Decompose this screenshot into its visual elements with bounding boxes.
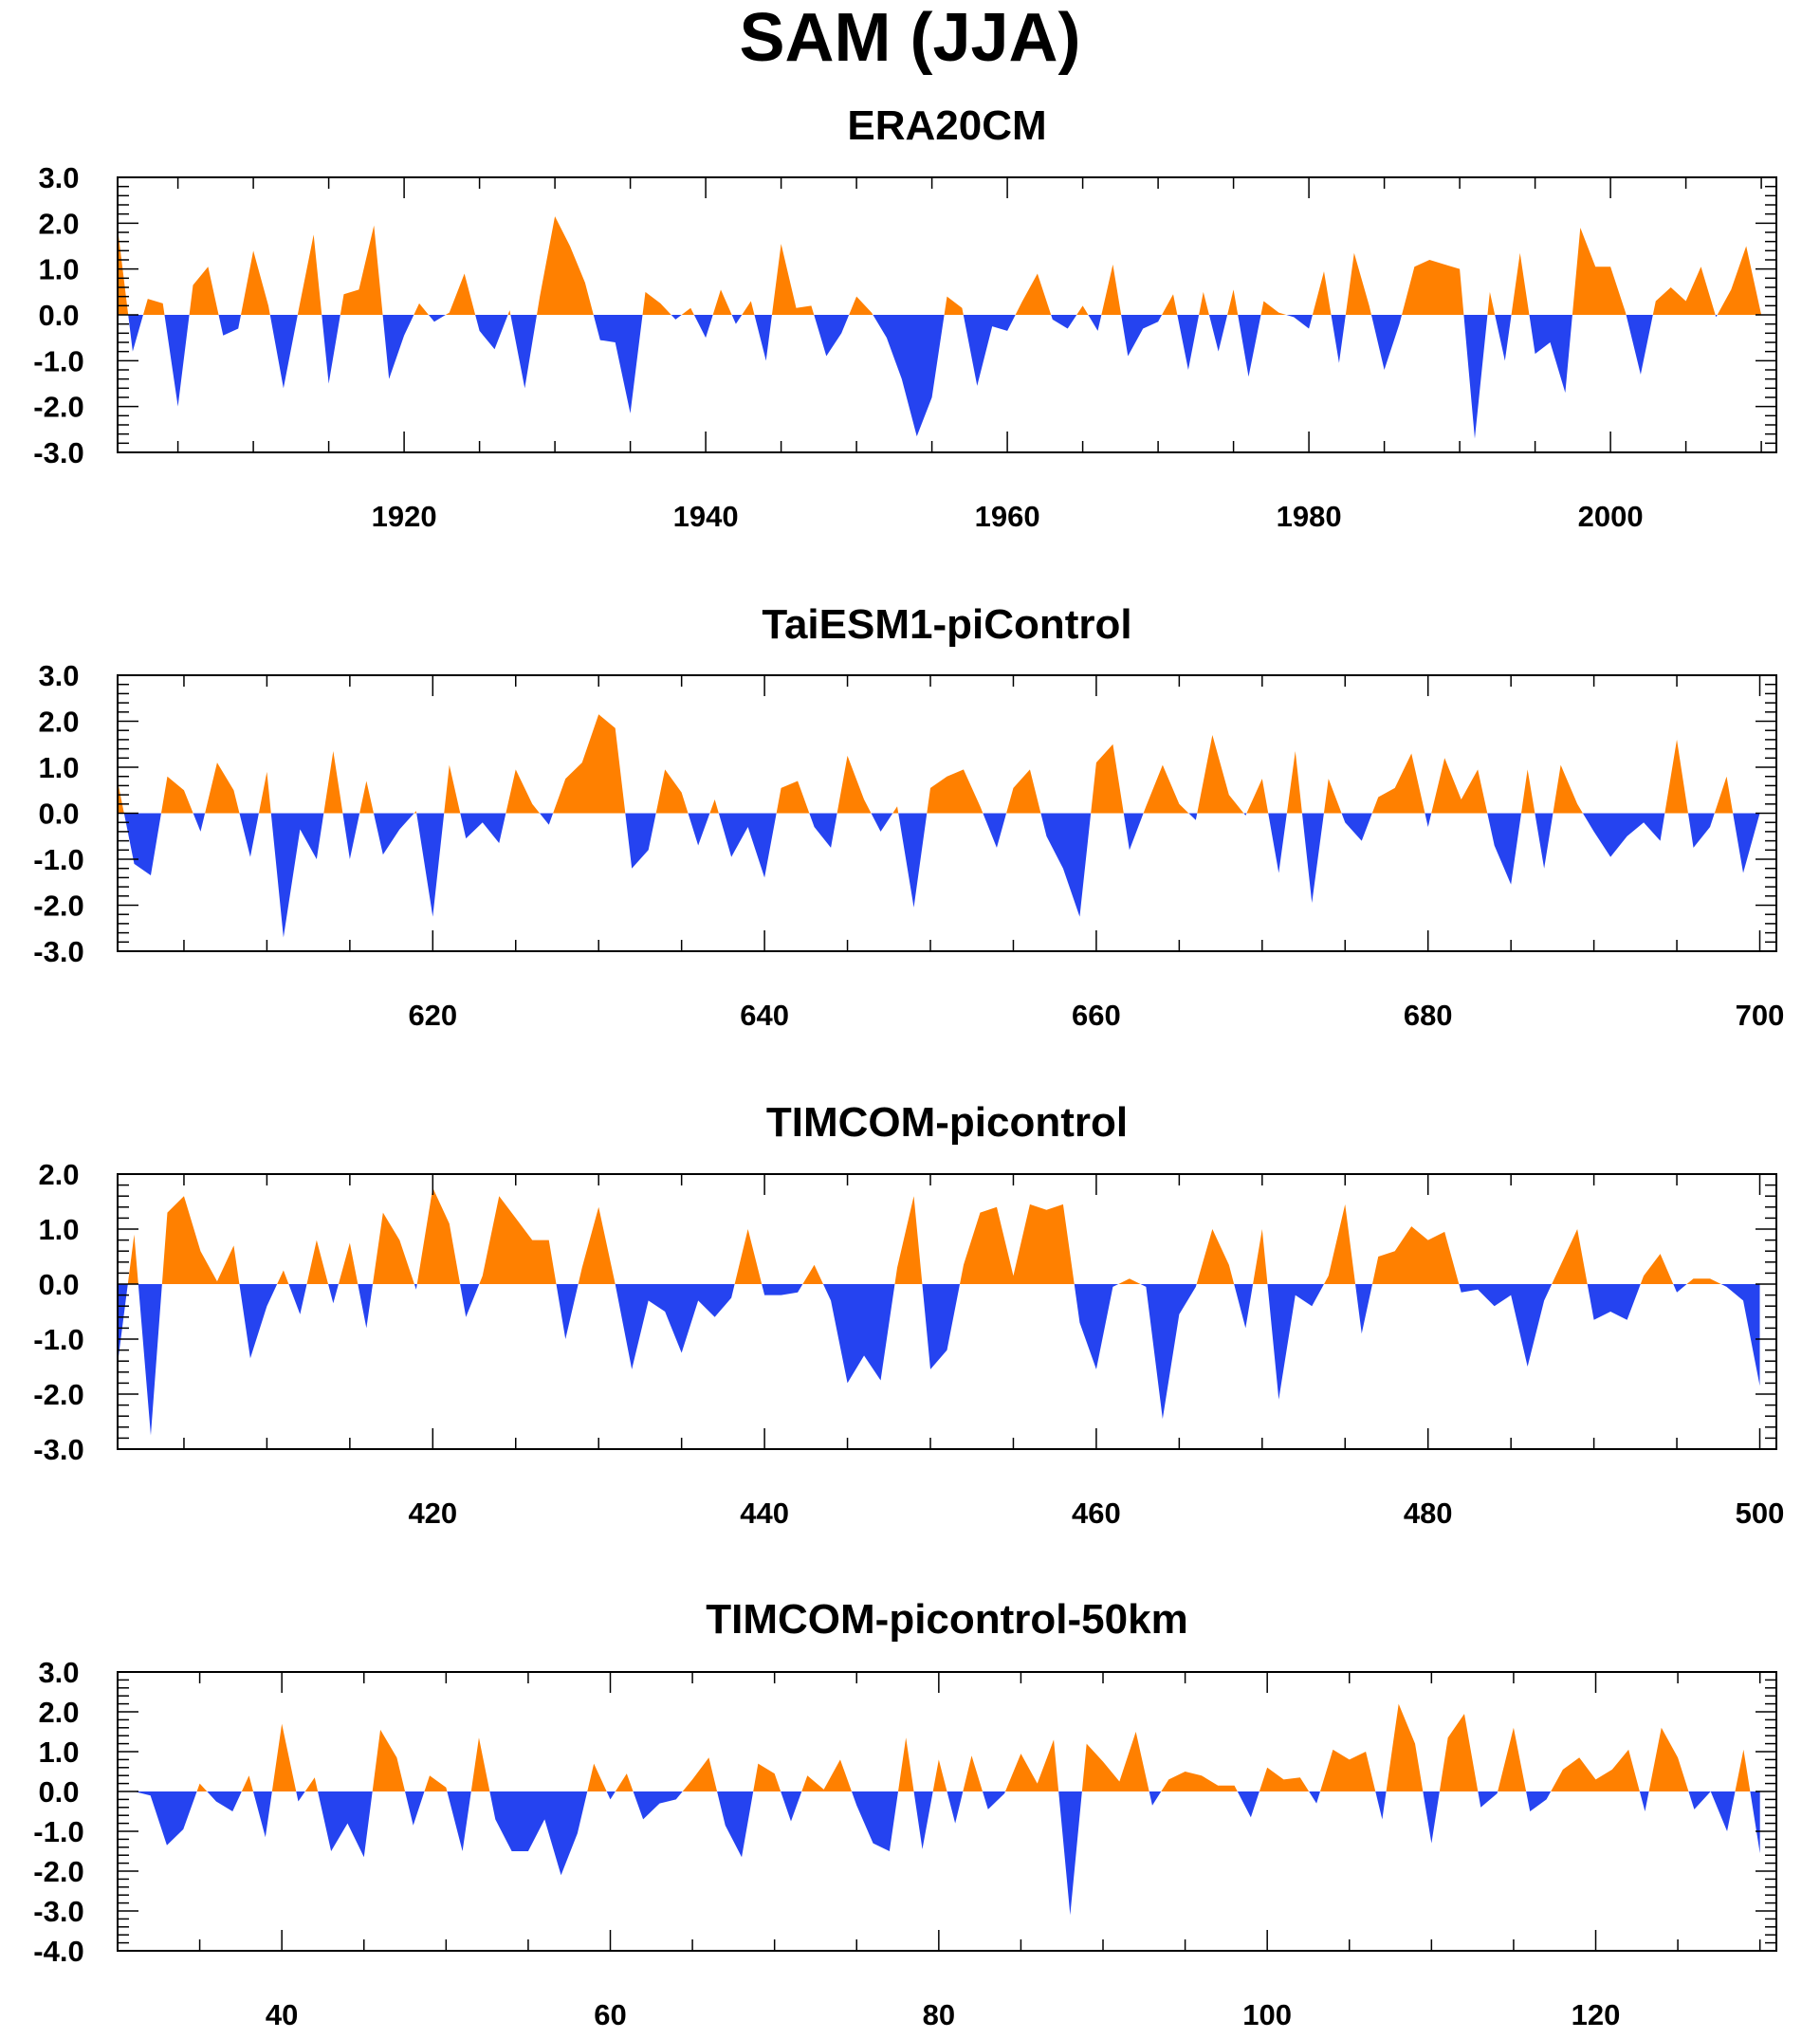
y-tick-label: -1.0 (33, 1323, 83, 1356)
x-tick-label: 640 (740, 999, 789, 1032)
y-tick-label: -2.0 (33, 890, 83, 923)
negative-area (123, 813, 1760, 938)
y-tick-label: -1.0 (33, 843, 83, 876)
y-tick-label: 0.0 (38, 1268, 79, 1301)
x-tick-label: 680 (1404, 999, 1453, 1032)
y-tick-label: -2.0 (33, 391, 83, 424)
x-tick-label: 1980 (1277, 500, 1342, 533)
y-tick-label: -3.0 (33, 436, 83, 469)
x-tick-label: 2000 (1578, 500, 1644, 533)
y-tick-label: 2.0 (38, 207, 79, 240)
page-title: SAM (JJA) (739, 0, 1081, 76)
x-tick-label: 420 (408, 1497, 457, 1530)
y-tick-label: 3.0 (38, 161, 79, 194)
y-tick-label: 1.0 (38, 751, 79, 784)
plot-frame (117, 1671, 1777, 1952)
panel-title: TIMCOM-picontrol-50km (706, 1596, 1187, 1643)
x-tick-label: 460 (1072, 1497, 1121, 1530)
panel-era20cm: ERA20CM 3.0 2.0 1.0 0.0 -1.0 -2.0 -3.0 1920 1940 1… (33, 102, 1777, 533)
positive-area (127, 1187, 1721, 1284)
y-tick-label: 1.0 (38, 1213, 79, 1246)
y-tick-label: 1.0 (38, 1736, 79, 1769)
y-tick-label: -3.0 (33, 1433, 83, 1466)
plot-frame (117, 1173, 1777, 1450)
x-tick-label: 700 (1736, 999, 1785, 1032)
y-tick-label: 3.0 (38, 1656, 79, 1689)
negative-area (118, 1284, 1760, 1436)
negative-area (134, 1791, 1760, 1916)
x-tick-label: 1940 (673, 500, 739, 533)
x-tick-label: 660 (1072, 999, 1121, 1032)
x-tick-label: 480 (1404, 1497, 1453, 1530)
y-tick-label: 0.0 (38, 299, 79, 332)
y-tick-label: -1.0 (33, 344, 83, 377)
x-tick-label: 1920 (372, 500, 437, 533)
y-tick-label: 0.0 (38, 1775, 79, 1809)
positive-area (118, 216, 1762, 315)
x-tick-label: 120 (1572, 1998, 1621, 2031)
panel-title: TaiESM1-piControl (762, 601, 1131, 648)
y-tick-label: -2.0 (33, 1378, 83, 1411)
positive-area (196, 1703, 1751, 1791)
y-tick-label: 2.0 (38, 706, 79, 739)
x-tick-label: 500 (1736, 1497, 1785, 1530)
panel-title: ERA20CM (847, 102, 1046, 149)
x-tick-label: 620 (408, 999, 457, 1032)
panel-taiesm1-picontrol: TaiESM1-piControl 3.0 2.0 1.0 0.0 -1.0 -2.0 -3.… (33, 601, 1784, 1032)
x-tick-label: 60 (594, 1998, 626, 2031)
panel-timcom-picontrol-50km: TIMCOM-picontrol-50km 3.0 2.0 1.0 0.0 -1.0 -2.… (33, 1596, 1777, 2031)
x-tick-label: 80 (923, 1998, 955, 2031)
x-tick-label: 40 (266, 1998, 298, 2031)
x-tick-label: 1960 (975, 500, 1040, 533)
x-tick-label: 440 (740, 1497, 789, 1530)
positive-area (118, 714, 1734, 814)
x-tick-label: 100 (1242, 1998, 1292, 2031)
y-tick-label: 0.0 (38, 798, 79, 831)
y-tick-label: -3.0 (33, 1895, 83, 1928)
y-tick-label: 2.0 (38, 1158, 79, 1191)
y-tick-label: -4.0 (33, 1935, 83, 1968)
y-tick-label: -1.0 (33, 1815, 83, 1848)
y-tick-label: 3.0 (38, 659, 79, 692)
y-tick-label: -2.0 (33, 1855, 83, 1888)
panel-timcom-picontrol: TIMCOM-picontrol 2.0 1.0 0.0 -1.0 -2.0 -3.0 420… (33, 1099, 1784, 1530)
y-tick-label: -3.0 (33, 935, 83, 968)
negative-area (128, 315, 1718, 439)
y-tick-label: 2.0 (38, 1696, 79, 1729)
y-tick-label: 1.0 (38, 253, 79, 286)
panel-title: TIMCOM-picontrol (766, 1099, 1128, 1146)
